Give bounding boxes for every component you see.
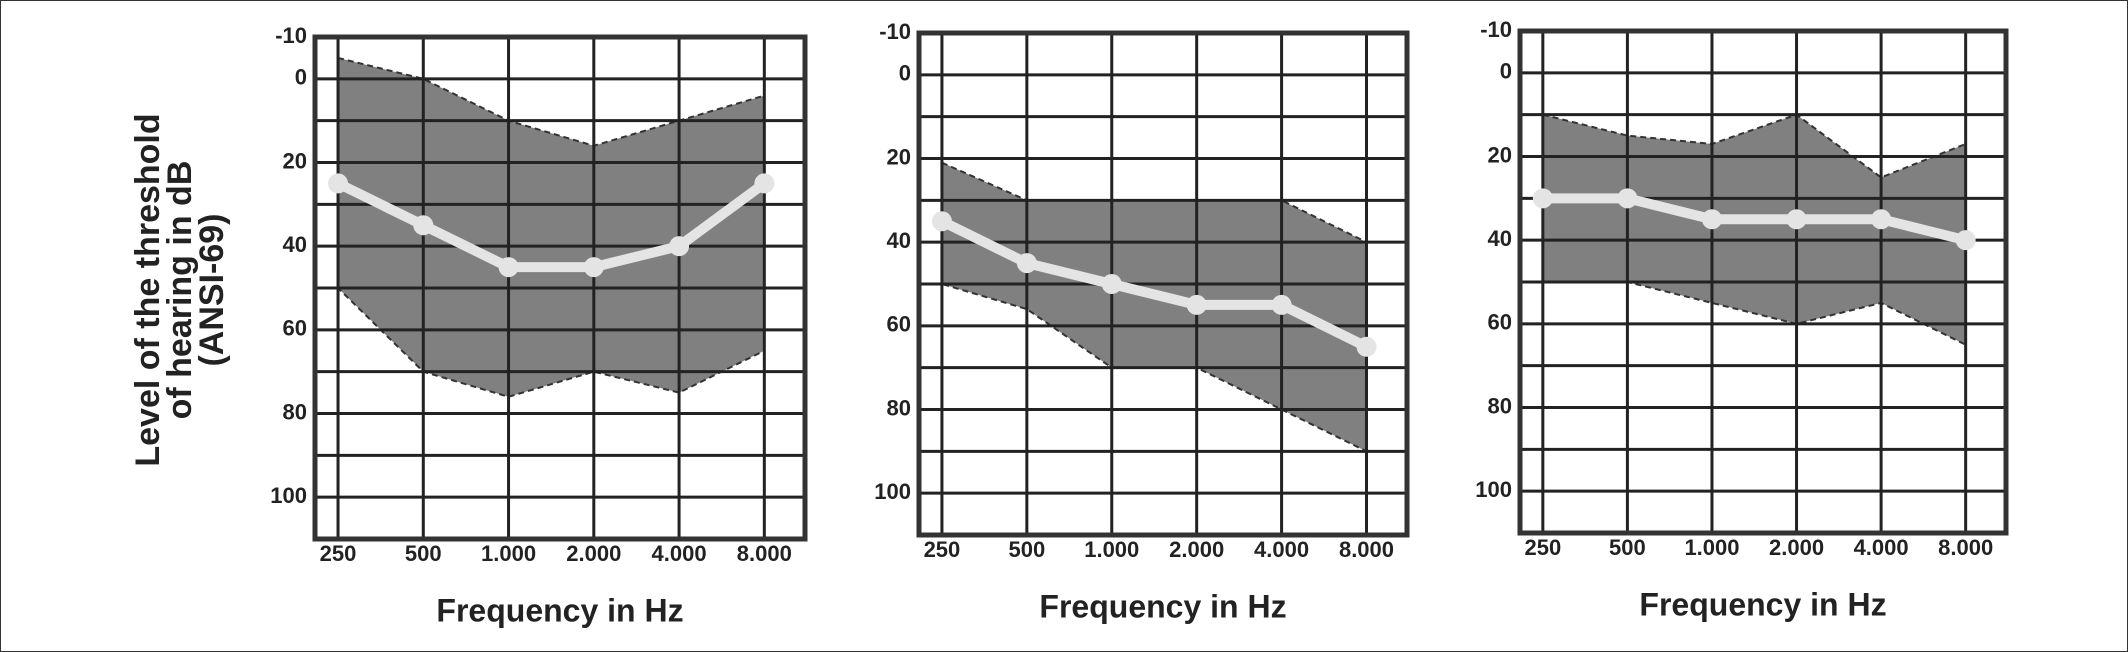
y-tick-label: 40	[283, 232, 307, 257]
x-tick-label: 8.000	[737, 541, 792, 566]
y-axis-label: Level of the threshold	[129, 113, 167, 466]
x-tick-label: 4.000	[1254, 537, 1309, 562]
y-tick-label: 80	[283, 399, 307, 424]
data-point	[1186, 294, 1207, 315]
x-tick-label: 2.000	[1169, 537, 1224, 562]
x-tick-label: 1.000	[481, 541, 536, 566]
data-point	[669, 236, 690, 257]
y-tick-label: 80	[1488, 393, 1512, 418]
y-tick-label: 100	[874, 479, 911, 504]
y-axis-label: of hearing in dB	[161, 161, 199, 420]
data-point	[1786, 209, 1807, 230]
plot-border	[916, 30, 1410, 538]
data-point	[1701, 209, 1722, 230]
y-tick-label: 20	[1488, 142, 1512, 167]
x-tick-label: 2.000	[1769, 535, 1824, 560]
plot-border	[1517, 28, 2009, 536]
data-point	[1955, 230, 1976, 251]
data-point	[328, 173, 349, 194]
y-tick-label: -10	[275, 23, 307, 48]
data-point	[1016, 253, 1037, 274]
data-point	[754, 173, 775, 194]
y-tick-label: 0	[1500, 59, 1512, 84]
median-line	[939, 216, 1369, 352]
x-tick-label: 2.000	[566, 541, 621, 566]
x-tick-label: 8.000	[1938, 535, 1993, 560]
y-tick-label: 80	[887, 395, 911, 420]
data-point	[1101, 274, 1122, 294]
x-tick-label: 1.000	[1684, 535, 1739, 560]
x-tick-label: 250	[1524, 535, 1561, 560]
y-tick-label: 0	[295, 65, 307, 90]
data-point	[583, 257, 604, 278]
x-axis-label: Frequency in Hz	[436, 592, 683, 628]
y-tick-label: 40	[1488, 226, 1512, 251]
x-tick-label: 500	[1008, 537, 1045, 562]
y-tick-label: -10	[879, 19, 911, 44]
x-tick-label: 4.000	[652, 541, 707, 566]
data-point	[1356, 336, 1377, 357]
data-point	[1617, 188, 1638, 209]
median-line	[335, 178, 768, 273]
y-tick-label: 0	[899, 61, 911, 86]
y-tick-label: 60	[887, 312, 911, 337]
x-axis-label: Frequency in Hz	[1039, 588, 1286, 624]
data-point	[931, 211, 952, 232]
data-point	[498, 257, 519, 278]
x-tick-label: 500	[405, 541, 442, 566]
data-point	[1271, 294, 1292, 315]
data-point	[413, 215, 434, 236]
y-tick-label: 100	[270, 483, 307, 508]
y-tick-label: 20	[887, 144, 911, 169]
data-point	[1871, 209, 1892, 230]
y-tick-label: 20	[283, 148, 307, 173]
y-tick-label: -10	[1480, 17, 1512, 42]
y-tick-label: 100	[1475, 477, 1512, 502]
y-axis-label: (ANSI-69)	[193, 213, 231, 366]
x-tick-label: 4.000	[1854, 535, 1909, 560]
plot-border	[312, 34, 808, 542]
y-tick-label: 60	[1488, 310, 1512, 335]
x-tick-label: 8.000	[1339, 537, 1394, 562]
data-point	[1532, 188, 1553, 209]
x-tick-label: 250	[320, 541, 357, 566]
x-tick-label: 500	[1609, 535, 1646, 560]
x-axis-label: Frequency in Hz	[1639, 586, 1886, 622]
x-tick-label: 1.000	[1084, 537, 1139, 562]
x-tick-label: 250	[924, 537, 961, 562]
median-line	[1542, 193, 1967, 246]
y-tick-label: 60	[283, 316, 307, 341]
y-tick-label: 40	[887, 228, 911, 253]
